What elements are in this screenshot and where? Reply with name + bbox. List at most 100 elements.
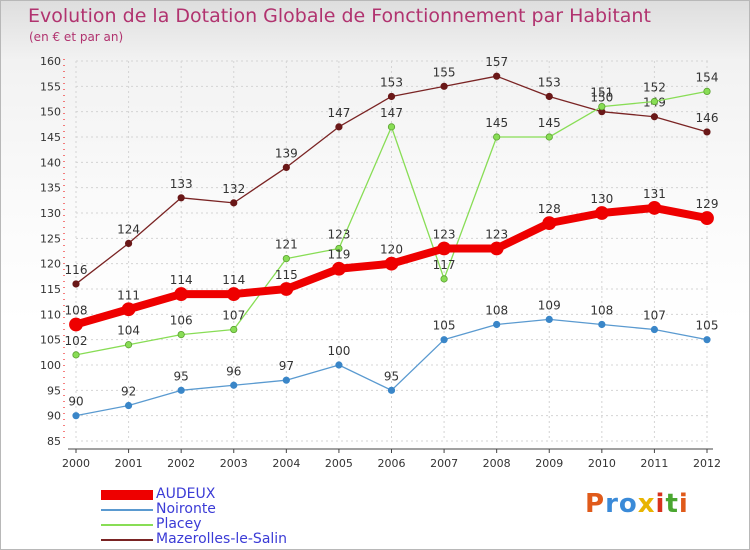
data-label: 150: [590, 91, 613, 105]
data-point: [332, 261, 346, 276]
data-point: [598, 103, 606, 111]
data-point: [594, 206, 609, 220]
data-label: 123: [485, 227, 508, 241]
data-point: [335, 244, 343, 253]
y-tick-label: 120: [40, 258, 61, 271]
data-label: 111: [117, 288, 140, 302]
y-tick-label: 160: [40, 55, 61, 68]
proxiti-logo: Proxiti: [585, 489, 689, 519]
x-tick-label: 2001: [115, 457, 143, 470]
chart-subtitle: (en € et par an): [29, 30, 124, 44]
data-point: [703, 87, 711, 96]
data-label: 120: [380, 243, 403, 257]
data-point: [440, 275, 448, 283]
data-label: 147: [327, 106, 350, 120]
data-label: 124: [117, 222, 140, 236]
data-label: 90: [68, 395, 83, 409]
y-tick-label: 95: [47, 384, 61, 397]
legend-swatch: [101, 509, 153, 511]
y-tick-label: 150: [40, 106, 61, 119]
data-label: 117: [433, 258, 456, 272]
data-point: [282, 163, 290, 171]
data-label: 97: [279, 359, 294, 373]
data-label: 114: [170, 273, 193, 287]
x-tick-label: 2006: [378, 457, 406, 470]
data-label: 132: [222, 182, 245, 196]
data-label: 153: [380, 75, 403, 89]
data-point: [124, 401, 133, 410]
data-point: [387, 386, 396, 394]
data-label: 96: [226, 364, 241, 378]
data-label: 145: [538, 116, 561, 130]
data-label: 121: [275, 238, 298, 252]
data-label: 130: [590, 192, 613, 206]
data-label: 139: [275, 146, 298, 160]
legend-label: Mazerolles-le-Salin: [156, 531, 288, 547]
data-point: [230, 199, 238, 207]
data-point: [282, 376, 290, 384]
data-point: [650, 97, 659, 106]
data-point: [230, 325, 238, 334]
data-point: [440, 82, 448, 90]
y-tick-label: 105: [40, 334, 61, 347]
data-label: 105: [433, 319, 456, 333]
data-label: 105: [696, 319, 719, 333]
data-label: 131: [643, 187, 666, 201]
data-label: 102: [65, 334, 88, 348]
y-tick-label: 90: [47, 410, 61, 423]
data-point: [124, 239, 133, 247]
data-point: [650, 325, 659, 334]
y-tick-label: 155: [40, 80, 61, 93]
data-point: [542, 216, 557, 231]
x-tick-label: 2000: [62, 457, 90, 470]
y-tick-label: 115: [40, 283, 61, 296]
data-point: [493, 133, 501, 141]
legend-swatch: [101, 524, 153, 526]
data-label: 92: [121, 385, 136, 399]
data-label: 157: [485, 55, 508, 69]
data-point: [72, 280, 80, 288]
x-tick-label: 2009: [535, 457, 563, 470]
data-label: 152: [643, 81, 666, 95]
data-label: 155: [433, 65, 456, 79]
data-label: 95: [174, 369, 189, 383]
y-tick-label: 100: [40, 359, 61, 372]
data-label: 104: [117, 324, 140, 338]
data-label: 116: [65, 263, 88, 277]
data-label: 119: [327, 248, 350, 262]
data-point: [72, 412, 80, 420]
data-point: [279, 282, 294, 296]
data-point: [545, 133, 553, 141]
data-label: 115: [275, 268, 298, 282]
x-tick-label: 2002: [167, 457, 195, 470]
y-tick-label: 145: [40, 131, 61, 144]
data-label: 114: [222, 273, 245, 287]
data-point: [545, 315, 553, 323]
data-point: [440, 336, 448, 344]
data-point: [226, 287, 241, 301]
data-point: [387, 123, 396, 131]
data-point: [493, 72, 501, 80]
data-point: [177, 386, 185, 394]
y-tick-label: 125: [40, 232, 61, 245]
data-label: 129: [696, 197, 719, 211]
data-label: 147: [380, 106, 403, 120]
data-point: [489, 241, 504, 256]
data-label: 108: [485, 303, 508, 317]
data-point: [230, 381, 238, 389]
y-tick-label: 135: [40, 182, 61, 195]
data-point: [121, 302, 136, 317]
y-tick-label: 85: [47, 435, 61, 448]
data-point: [335, 123, 343, 131]
data-point: [174, 287, 189, 301]
data-point: [69, 317, 83, 332]
x-tick-label: 2010: [588, 457, 616, 470]
data-label: 95: [384, 369, 399, 383]
x-tick-label: 2011: [640, 457, 668, 470]
data-point: [177, 330, 185, 339]
x-tick-label: 2007: [430, 457, 458, 470]
data-label: 128: [538, 202, 561, 216]
data-label: 145: [485, 116, 508, 130]
data-label: 109: [538, 298, 561, 312]
